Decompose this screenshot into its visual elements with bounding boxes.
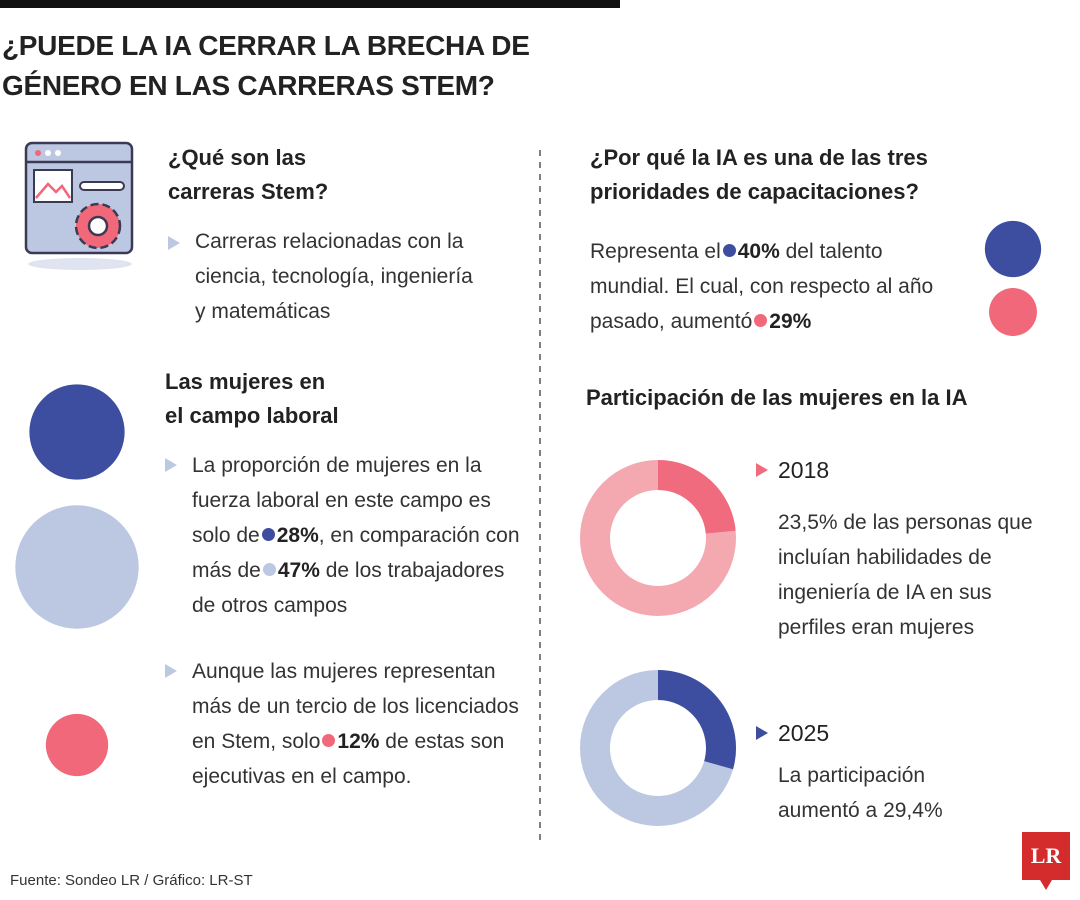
text: de los trabajadores de otros campos — [192, 559, 505, 617]
section-heading: Las mujeres en el campo laboral — [165, 365, 339, 433]
heading-line: ¿Qué son las — [168, 145, 307, 170]
paragraph: Representa el 40% del talento mundial. El… — [590, 234, 935, 339]
bullet — [756, 726, 768, 740]
value-dot — [262, 563, 276, 576]
text: Aunque las mujeres representan más de un… — [192, 660, 519, 753]
text: La proporción de mujeres en la fuerza la… — [192, 454, 491, 547]
paragraph: La proporción de mujeres en la fuerza la… — [192, 448, 527, 623]
text: Representa el — [590, 240, 721, 263]
heading-line: Las mujeres en — [165, 369, 326, 394]
value-label: 29% — [769, 310, 812, 333]
text: La participación aumentó a — [778, 764, 926, 822]
paragraph: Aunque las mujeres representan más de un… — [192, 654, 527, 794]
text: del talento mundial. El cual, con respec… — [590, 240, 934, 333]
value-dot — [754, 314, 768, 327]
bubble — [15, 505, 139, 629]
section-heading: ¿Por qué la IA es una de las tres priori… — [590, 141, 928, 209]
value-dot — [261, 528, 275, 541]
donut-arc — [657, 460, 736, 535]
logo: LR — [1022, 832, 1070, 890]
source: Fuente: Sondeo LR / Gráfico: LR-ST — [10, 872, 253, 889]
heading-line: ¿Por qué la IA es una de las tres — [590, 145, 928, 170]
value-dot — [722, 244, 736, 257]
text: de las personas que incluían habilidades… — [778, 511, 1033, 639]
text: de estas son ejecutivas en el campo. — [192, 730, 505, 788]
bullet — [165, 458, 177, 472]
value-label: 23,5% — [778, 511, 838, 534]
bubble — [989, 288, 1037, 336]
top-bar — [0, 0, 620, 8]
section-heading: Participación de las mujeres en la IA — [586, 385, 968, 410]
value-label: 40% — [737, 240, 780, 263]
heading-line: prioridades de capacitaciones? — [590, 179, 919, 204]
title-line: GÉNERO EN LAS CARRERAS STEM? — [2, 70, 495, 101]
paragraph: 23,5% de las personas que incluían habil… — [778, 505, 1048, 645]
bullet — [165, 664, 177, 678]
value-label: 12% — [337, 730, 380, 753]
bubble — [984, 220, 1042, 278]
section-heading: ¿Qué son las carreras Stem? — [168, 141, 328, 209]
paragraph: Carreras relacionadas con la ciencia, te… — [195, 230, 473, 323]
value-dot — [322, 734, 336, 747]
paragraph: La participación aumentó a 29,4% — [778, 758, 978, 828]
heading-line: carreras Stem? — [168, 179, 329, 204]
logo-text: LR — [1031, 843, 1063, 868]
bubble — [45, 713, 109, 777]
title-line: ¿PUEDE LA IA CERRAR LA BRECHA DE — [2, 30, 530, 61]
year: 2025 — [778, 720, 830, 746]
bullet — [168, 236, 180, 250]
value-label: 28% — [276, 524, 319, 547]
donut-arc — [657, 670, 736, 770]
value-label: 47% — [277, 559, 320, 582]
text: , en comparación con más de — [192, 524, 520, 582]
title: ¿PUEDE LA IA CERRAR LA BRECHA DE GÉNERO … — [2, 26, 530, 106]
value-label: 29,4% — [883, 799, 943, 822]
stem-icon — [24, 141, 134, 270]
heading-line: el campo laboral — [165, 403, 339, 428]
bubble — [29, 384, 125, 480]
year: 2018 — [778, 457, 830, 483]
bullet — [756, 463, 768, 477]
